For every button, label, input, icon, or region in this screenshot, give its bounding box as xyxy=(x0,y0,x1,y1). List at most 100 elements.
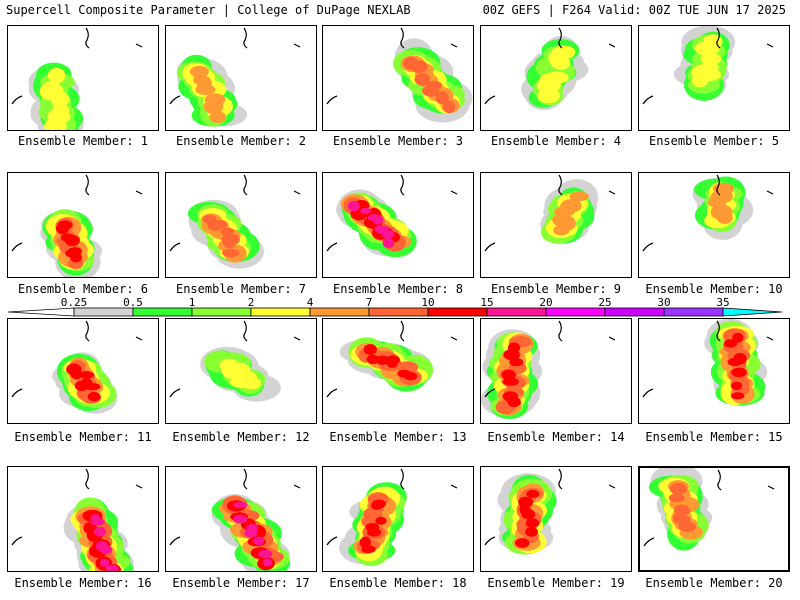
ensemble-member-label: Ensemble Member: 15 xyxy=(645,430,783,444)
scp-blob xyxy=(569,191,589,202)
scp-blob xyxy=(414,73,431,86)
scp-blob xyxy=(220,227,235,236)
scp-contour-15 xyxy=(233,501,273,567)
scp-blob xyxy=(347,200,360,212)
coastline-outline xyxy=(11,468,143,546)
colorbar-min-arrow xyxy=(8,307,75,317)
coastline-outline xyxy=(484,320,616,398)
scp-blob xyxy=(503,349,520,361)
scp-field-map xyxy=(169,320,301,402)
scp-blob xyxy=(360,207,372,215)
coastline-outline xyxy=(326,320,458,398)
coastline-outline xyxy=(326,174,458,252)
colorbar-tick-label: 7 xyxy=(365,296,373,309)
scp-field-map xyxy=(326,468,458,566)
scp-field-map xyxy=(326,27,473,123)
scp-field-map xyxy=(326,174,458,258)
scp-contour-2 xyxy=(219,358,262,390)
scp-contour-7 xyxy=(668,482,696,532)
scp-blob xyxy=(436,91,449,105)
colorbar-tick-label: 30 xyxy=(657,296,671,309)
scp-blob xyxy=(525,518,540,528)
scp-contour-10 xyxy=(55,220,82,263)
ensemble-panel-14 xyxy=(480,318,632,424)
colorbar-swatch-7 xyxy=(368,307,429,317)
scp-field-map xyxy=(484,27,616,111)
ensemble-member-label: Ensemble Member: 7 xyxy=(175,282,307,296)
header-title-left: Supercell Composite Parameter | College … xyxy=(6,3,411,17)
scp-blob xyxy=(47,67,66,84)
ensemble-member-label: Ensemble Member: 12 xyxy=(172,430,310,444)
scp-blob xyxy=(210,220,228,229)
coastline-outline xyxy=(484,27,616,105)
coastline-outline xyxy=(169,320,301,398)
scp-blob xyxy=(526,489,540,499)
scp-blob xyxy=(64,234,80,247)
scp-blob xyxy=(99,545,112,555)
coastline-outline xyxy=(642,27,774,105)
scp-contour-7 xyxy=(403,56,456,114)
scp-contour-4 xyxy=(189,65,227,123)
ensemble-panel-12 xyxy=(165,318,317,424)
scp-blob xyxy=(233,501,248,509)
header-title-right: 00Z GEFS | F264 Valid: 00Z TUE JUN 17 20… xyxy=(482,3,786,17)
scp-blob xyxy=(694,41,720,56)
scp-blob xyxy=(422,85,440,97)
ensemble-panel-1 xyxy=(7,25,159,131)
scp-blob xyxy=(717,213,733,224)
ensemble-panel-18 xyxy=(322,466,474,572)
colorbar-tick-label: 4 xyxy=(306,296,314,309)
ensemble-member-label: Ensemble Member: 16 xyxy=(14,576,152,590)
scp-blob xyxy=(70,252,82,263)
scp-field-map xyxy=(642,319,774,406)
ensemble-panel-8 xyxy=(322,172,474,278)
ensemble-member-label: Ensemble Member: 9 xyxy=(490,282,622,296)
scp-contour-2 xyxy=(691,34,723,88)
ensemble-member-label: Ensemble Member: 19 xyxy=(487,576,625,590)
ensemble-member-label: Ensemble Member: 3 xyxy=(332,134,464,148)
scp-contour-15 xyxy=(90,514,119,571)
scp-blob xyxy=(361,545,376,554)
colorbar-tick-label: 35 xyxy=(716,296,730,309)
scp-blob xyxy=(262,558,273,567)
scp-field-map xyxy=(643,468,775,551)
scp-contour-10 xyxy=(501,342,524,408)
ensemble-panel-6 xyxy=(7,172,159,278)
ensemble-member-label: Ensemble Member: 8 xyxy=(332,282,464,296)
ensemble-panel-5 xyxy=(638,25,790,131)
scp-blob xyxy=(507,396,521,408)
scp-field-map xyxy=(642,174,774,252)
colorbar-swatch-20 xyxy=(545,307,606,317)
scp-blob xyxy=(253,536,265,546)
scp-field-map xyxy=(169,468,301,571)
colorbar-tick-label: 0.25 xyxy=(60,296,88,309)
ensemble-panel-16 xyxy=(7,466,159,572)
scp-blob xyxy=(367,528,382,537)
coastline-outline xyxy=(169,27,301,105)
ensemble-member-label: Ensemble Member: 18 xyxy=(329,576,467,590)
colorbar-swatch-0.5 xyxy=(132,307,193,317)
ensemble-member-label: Ensemble Member: 5 xyxy=(648,134,780,148)
scp-blob xyxy=(244,528,258,538)
scp-contour-2 xyxy=(536,45,576,104)
coastline-outline xyxy=(11,320,143,398)
coastline-outline xyxy=(484,468,616,546)
scp-blob xyxy=(668,493,685,503)
ensemble-member-label: Ensemble Member: 20 xyxy=(645,576,783,590)
scp-blob xyxy=(371,500,383,510)
scp-blob xyxy=(94,526,106,537)
scp-field-map xyxy=(326,320,458,398)
scp-blob xyxy=(515,538,530,548)
colorbar-swatch-10 xyxy=(427,307,488,317)
ensemble-panel-3 xyxy=(322,25,474,131)
coastline-outline xyxy=(169,174,301,252)
ensemble-member-label: Ensemble Member: 2 xyxy=(175,134,307,148)
colorbar-tick-label: 25 xyxy=(598,296,612,309)
coastline-outline xyxy=(642,320,774,398)
scp-blob xyxy=(672,485,688,494)
scp-blob xyxy=(222,235,237,249)
coastline-outline xyxy=(11,174,143,252)
scp-blob xyxy=(44,118,67,130)
coastline-outline xyxy=(326,468,458,546)
scp-blob xyxy=(732,332,744,343)
